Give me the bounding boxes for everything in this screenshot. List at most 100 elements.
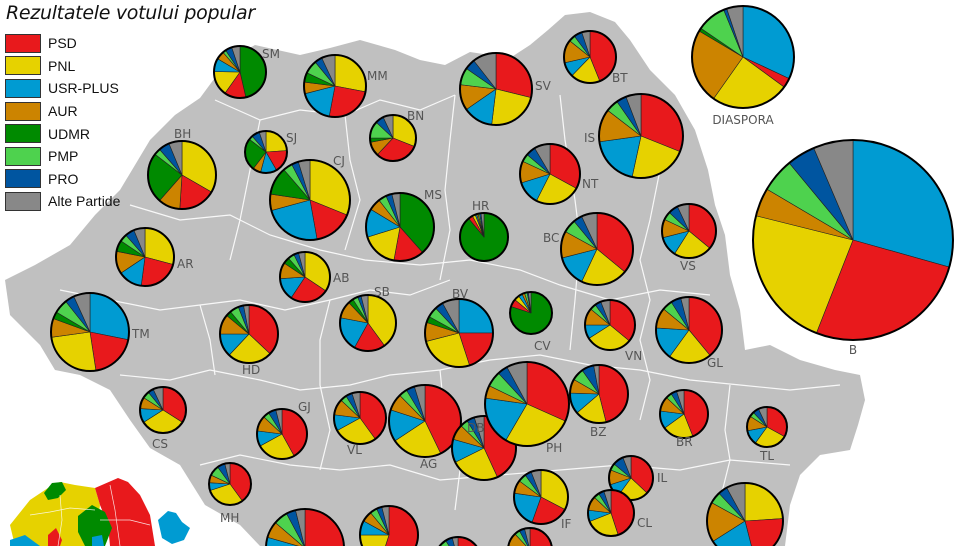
pie-outline [513,469,569,525]
legend-label: USR-PLUS [48,80,119,97]
pie-outline [365,192,435,262]
county-label: DIASPORA [712,113,774,127]
county-label: GL [707,356,723,370]
county-label: MM [367,69,388,83]
county-label: IF [561,517,572,531]
legend-item-pro: PRO [5,168,120,191]
legend-label: AUR [48,103,78,120]
county-label: SJ [286,131,297,145]
pie-bc: BC [543,212,634,286]
legend-swatch-pro [5,169,41,189]
county-label: TM [131,327,150,341]
legend-item-aur: AUR [5,100,120,123]
legend-item-psd: PSD [5,32,120,55]
pie-outline [208,462,252,506]
legend-swatch-pnl [5,56,41,76]
pie-outline [746,406,788,448]
pie-outline [115,227,175,287]
pie-outline [459,212,509,262]
county-label: HD [242,363,260,377]
pie-hr: HR [459,199,509,262]
legend: PSD PNL USR-PLUS AUR UDMR PMP PRO Alte P… [5,32,120,213]
pie-cs: CS [139,386,187,451]
legend-item-udmr: UDMR [5,122,120,145]
pie-cj: CJ [269,154,351,241]
pie-outline [484,361,570,447]
pie-bv: BV [424,287,494,368]
pie-if: IF [513,469,572,531]
legend-swatch-usr-plus [5,78,41,98]
pie-sm: SM [213,45,280,99]
legend-swatch-pmp [5,146,41,166]
inset-winner-map [10,478,190,546]
pie-sv: SV [459,52,552,126]
county-label: SB [374,285,390,299]
pie-gl: GL [655,296,723,370]
county-label: BR [676,435,693,449]
pie-outline [655,296,723,364]
pie-outline [424,298,494,368]
pie-outline [244,130,288,174]
legend-label: Alte Partide [48,193,121,210]
legend-swatch-psd [5,33,41,53]
pie-outline [147,140,217,210]
pie-outline [451,415,517,481]
county-label: MH [220,511,239,525]
pie-outline [507,527,553,546]
county-label: GJ [298,400,311,414]
pie-outline [279,251,331,303]
legend-swatch-aur [5,101,41,121]
pie-br: BR [659,389,709,449]
pie-outline [519,143,581,205]
legend-swatch-udmr [5,124,41,144]
pie-outline [587,489,635,537]
county-label: SV [535,79,552,93]
legend-label: PNL [48,57,76,74]
pie-sj: SJ [244,130,297,174]
pie-ag: AG [388,384,462,471]
pie-outline [752,139,954,341]
pie-mh: MH [208,462,252,525]
pie-outline [661,203,717,259]
pie-tm: TM [50,292,150,372]
pie-bh: BH [147,127,217,210]
pie-b: B [752,139,954,357]
pie-outline [359,505,419,546]
county-label: BT [612,71,628,85]
pie-gj: GJ [256,400,311,460]
county-label: CS [152,437,168,451]
county-label: B [849,343,857,357]
pie-outline [509,291,553,335]
pie-vl: VL [333,391,387,457]
legend-item-pnl: PNL [5,55,120,78]
pie-gr [507,527,553,546]
pie-cv: CV [509,291,553,353]
county-label: AR [177,257,194,271]
pie-db: DB [451,415,517,481]
county-label: IL [657,471,668,485]
pie-ph: PH [484,361,570,455]
pie-outline [269,159,351,241]
pie-outline [459,52,533,126]
pie-sb: SB [339,285,397,352]
pie-outline [303,54,367,118]
pie-outline [560,212,634,286]
pie-outline [659,389,709,439]
county-label: BV [452,287,469,301]
county-label: CJ [333,154,345,168]
pie-outline [438,536,478,546]
county-label: BN [407,109,424,123]
pie-nt: NT [519,143,599,205]
county-label: DB [467,421,484,435]
pie-outline [213,45,267,99]
legend-label: PRO [48,170,79,187]
county-label: HR [472,199,489,213]
pie-slice-pnl [359,534,390,546]
legend-label: PSD [48,35,77,52]
pie-ab: AB [279,251,349,303]
map-title: Rezultatele votului popular [6,2,255,24]
legend-item-usr-plus: USR-PLUS [5,77,120,100]
county-label: CV [534,339,551,353]
county-label: AG [420,457,437,471]
